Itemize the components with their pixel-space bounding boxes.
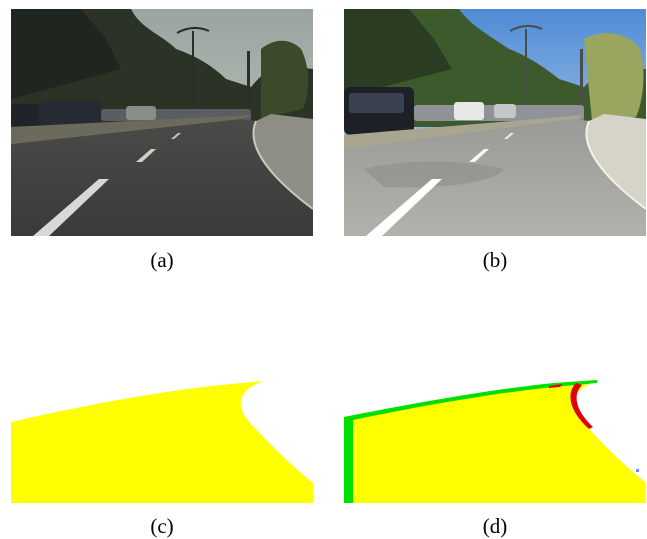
- road-detection-shape: [344, 380, 646, 503]
- road-image-original: [11, 9, 313, 236]
- road-mask-ground-truth: [11, 311, 313, 503]
- road-image-enhanced: [344, 9, 646, 236]
- caption-d: (d): [482, 514, 508, 538]
- road-scene-dark: [11, 9, 313, 236]
- road-detection-result: [344, 311, 646, 503]
- caption-c: (c): [150, 514, 174, 538]
- road-scene-bright: [344, 9, 646, 236]
- caption-a: (a): [150, 248, 174, 272]
- road-mask-shape: [11, 381, 313, 503]
- caption-b: (b): [482, 248, 508, 272]
